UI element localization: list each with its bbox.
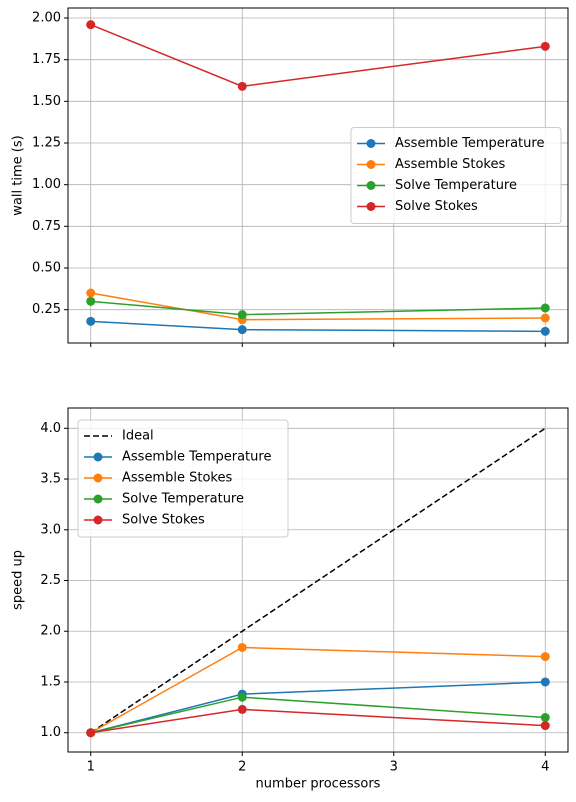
marker: [540, 326, 550, 336]
marker: [540, 313, 550, 323]
marker: [540, 652, 550, 662]
y-tick-label: 1.50: [32, 94, 61, 109]
legend-label: Solve Stokes: [122, 513, 205, 528]
legend-marker: [93, 452, 103, 462]
marker: [540, 303, 550, 313]
y-tick-label: 4.0: [40, 421, 61, 436]
marker: [237, 692, 247, 702]
legend-label: Assemble Stokes: [395, 157, 505, 172]
legend-marker: [93, 494, 103, 504]
y-tick-label: 1.75: [32, 52, 61, 67]
legend-marker: [93, 473, 103, 483]
series-line: [90, 427, 546, 734]
y-axis-label: speed up: [11, 550, 26, 610]
legend-label: Assemble Temperature: [122, 450, 271, 465]
marker: [540, 721, 550, 731]
series-line: [90, 300, 546, 316]
series-line: [90, 292, 546, 321]
y-tick-label: 1.0: [40, 725, 61, 740]
x-tick-label: 3: [390, 760, 398, 775]
y-tick-label: 1.25: [32, 136, 61, 151]
legend-label: Ideal: [122, 429, 154, 444]
x-tick-label: 2: [238, 760, 246, 775]
series-line: [90, 681, 546, 734]
marker: [86, 288, 96, 298]
marker: [86, 728, 96, 738]
x-axis-label: number processors: [256, 777, 381, 792]
marker: [86, 316, 96, 326]
axes: 0.25 0.50 0.75 1.00 1.25 1.50 1.75 2.00 wall tim…: [11, 7, 569, 347]
legend-marker: [366, 202, 376, 211]
legend-label: Solve Temperature: [122, 492, 244, 507]
y-tick-label: 2.5: [40, 573, 61, 588]
marker: [86, 296, 96, 306]
y-tick-label: 2.00: [32, 11, 61, 26]
x-tick-label: 4: [541, 760, 549, 775]
marker: [540, 712, 550, 722]
y-tick-label: 0.25: [32, 302, 61, 317]
legend: Assemble Temperature Assemble Stokes Solve…: [350, 127, 562, 224]
y-tick-label: 1.5: [40, 674, 61, 689]
series-line: [90, 646, 546, 734]
marker: [237, 81, 247, 91]
legend-label: Assemble Stokes: [122, 471, 232, 486]
y-tick-label: 0.50: [32, 261, 61, 276]
series-line: [90, 320, 546, 333]
y-tick-label: 2.0: [40, 624, 61, 639]
marker: [237, 325, 247, 335]
marker: [237, 704, 247, 714]
marker: [540, 41, 550, 51]
legend-marker: [366, 139, 376, 148]
legend-box: [350, 127, 562, 224]
marker: [237, 642, 247, 652]
marker: [540, 677, 550, 687]
y-axis-label: wall time (s): [11, 135, 26, 215]
series-line: [90, 23, 546, 88]
axes: 1.0 1.5 2.0 2.5 3.0 3.5 4.0 1 2 3 4 speed up number …: [11, 407, 569, 792]
legend-label: Assemble Temperature: [395, 136, 544, 151]
legend-marker: [366, 160, 376, 169]
y-tick-label: 3.5: [40, 472, 61, 487]
y-tick-label: 0.75: [32, 219, 61, 234]
marker: [86, 20, 96, 30]
legend-label: Solve Stokes: [395, 199, 478, 214]
y-tick-label: 3.0: [40, 522, 61, 537]
x-tick-label: 1: [87, 760, 95, 775]
plot-frame: [67, 407, 569, 753]
legend-box: [77, 419, 289, 538]
legend-marker: [366, 181, 376, 190]
legend-marker: [93, 515, 103, 525]
plot-frame: [67, 7, 569, 344]
y-tick-label: 1.00: [32, 177, 61, 192]
legend-label: Solve Temperature: [395, 178, 517, 193]
marker: [237, 310, 247, 320]
legend: Ideal Assemble Temperature Assemble Stokes…: [77, 419, 289, 538]
